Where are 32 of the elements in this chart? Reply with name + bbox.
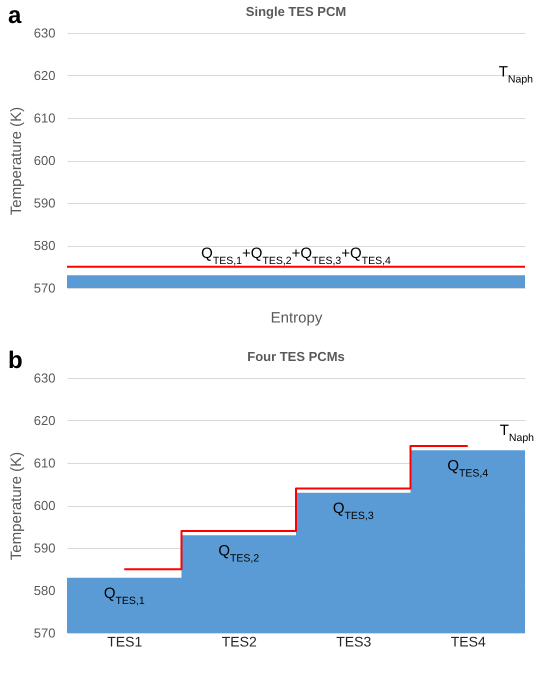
annotation: T$_{Naph}$: [498, 63, 534, 86]
y-tick-label: 570: [34, 626, 56, 640]
text: b: [8, 347, 23, 375]
y-tick-label: 600: [34, 498, 56, 513]
y-tick-label: 580: [34, 583, 56, 598]
y-tick-label: 620: [34, 68, 56, 83]
y-tick-label: 620: [34, 413, 56, 428]
annotation: Q$_{TES,1}$: [104, 584, 145, 607]
x-tick-label: TES4: [450, 634, 486, 650]
y-tick-label: 630: [34, 26, 56, 40]
annotation: Q$_{TES,1}$+Q$_{TES,2}$+Q$_{TES,3}$+Q$_{TES,4}$: [201, 244, 392, 267]
y-tick-label: 580: [34, 238, 56, 253]
y-tick-label: 590: [34, 196, 56, 210]
y-tick-label: 570: [34, 280, 56, 296]
annotation: Q$_{TES,2}$: [218, 542, 260, 564]
chart-title: Four TES PCMs: [247, 349, 345, 364]
y-axis-title: Temperature (K): [8, 106, 25, 216]
y-tick-label: 630: [34, 370, 56, 386]
y-tick-label: 600: [34, 153, 56, 168]
x-axis-title: Entropy: [270, 310, 323, 326]
annotation: Q$_{TES,4}$: [447, 457, 488, 480]
x-tick-label: TES1: [107, 634, 142, 650]
annotation: T$_{Naph}$: [500, 422, 534, 444]
chart-title: Single TES PCM: [246, 4, 346, 19]
y-tick-label: 610: [34, 110, 56, 126]
text: a: [8, 2, 22, 30]
y-tick-label: 610: [34, 456, 56, 470]
annotation: Q$_{TES,3}$: [332, 500, 374, 522]
y-tick-label: 590: [34, 540, 56, 556]
y-axis-title: Temperature (K): [8, 452, 25, 560]
x-tick-label: TES2: [222, 634, 257, 650]
x-tick-label: TES3: [336, 634, 372, 650]
